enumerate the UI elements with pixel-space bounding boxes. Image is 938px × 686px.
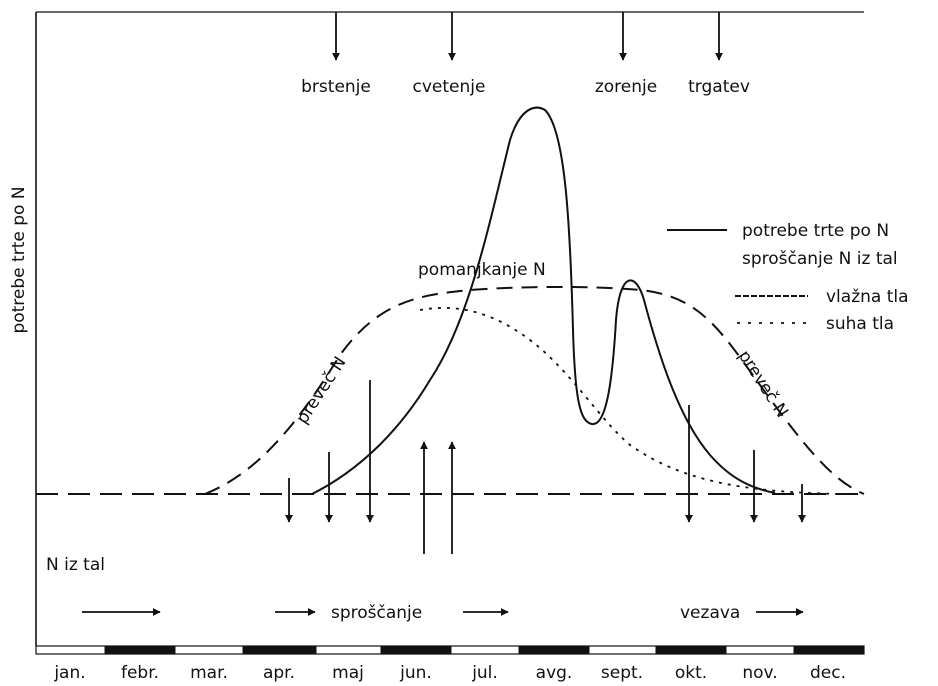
month-label-avg: avg. bbox=[536, 663, 573, 683]
month-label-dec: dec. bbox=[810, 663, 846, 683]
wet-soil-release-curve bbox=[204, 286, 865, 495]
legend-label-release: sproščanje N iz tal bbox=[742, 249, 898, 269]
month-label-feb: febr. bbox=[121, 663, 159, 683]
stage-label-brstenje: brstenje bbox=[301, 77, 371, 97]
stage-label-cvetenje: cvetenje bbox=[413, 77, 486, 97]
month-label-jan: jan. bbox=[53, 663, 85, 683]
excess-left-label: preveč N bbox=[292, 353, 350, 428]
binding-label: vezava bbox=[680, 603, 740, 623]
month-label-mar: mar. bbox=[190, 663, 228, 683]
legend-label-dry: suha tla bbox=[826, 314, 894, 334]
month-label-nov: nov. bbox=[742, 663, 777, 683]
dry-soil-release-curve bbox=[419, 307, 841, 495]
vine-demand-curve bbox=[311, 106, 776, 495]
month-label-jul: jul. bbox=[471, 663, 498, 683]
month-label-apr: apr. bbox=[263, 663, 295, 683]
release-label: sproščanje bbox=[331, 603, 422, 623]
stage-label-zorenje: zorenje bbox=[595, 77, 657, 97]
month-label-sept: sept. bbox=[601, 663, 643, 683]
stage-label-trgatev: trgatev bbox=[688, 77, 750, 97]
legend-label-wet: vlažna tla bbox=[826, 287, 909, 307]
legend-label-demand: potrebe trte po N bbox=[742, 221, 889, 241]
soil-n-label: N iz tal bbox=[46, 555, 105, 575]
month-label-maj: maj bbox=[332, 663, 364, 683]
month-bar bbox=[35, 645, 865, 655]
month-label-okt: okt. bbox=[675, 663, 707, 683]
deficit-label: pomanjkanje N bbox=[418, 260, 546, 280]
month-label-jun: jun. bbox=[399, 663, 432, 683]
y-axis-label: potrebe trte po N bbox=[9, 186, 29, 333]
excess-right-label: preveč N bbox=[734, 347, 792, 422]
